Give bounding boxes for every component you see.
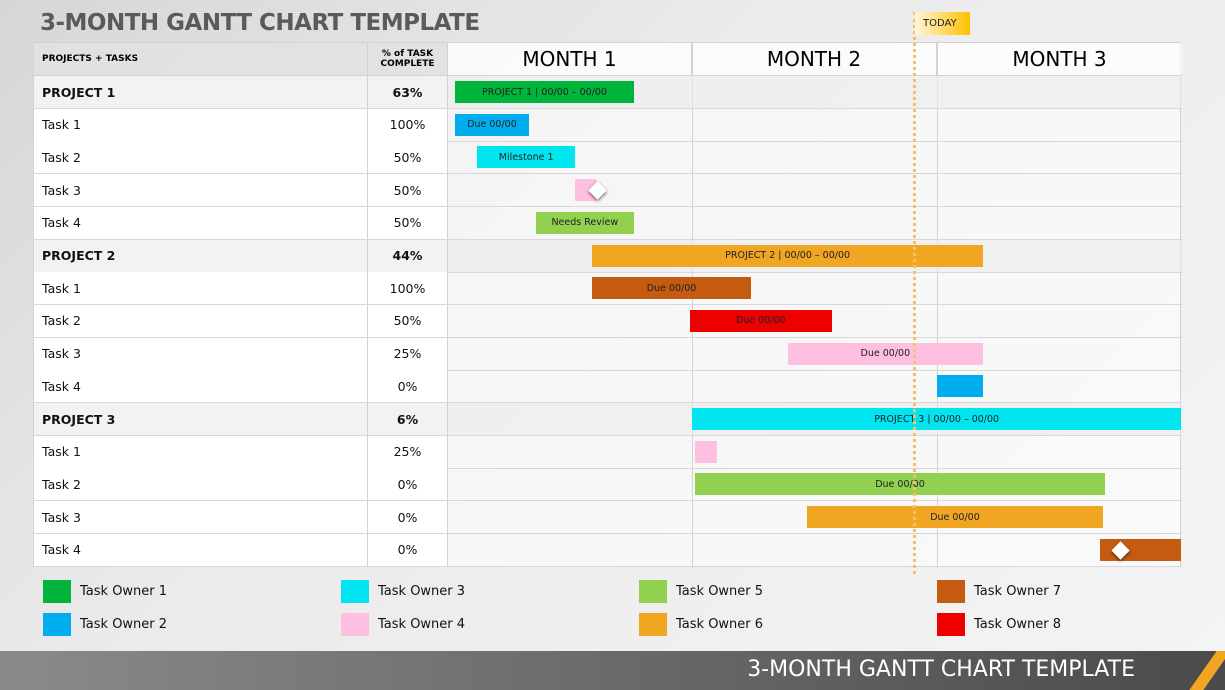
- project-bar[interactable]: PROJECT 1 | 00/00 – 00/00: [455, 81, 634, 103]
- legend-swatch: [341, 580, 369, 603]
- legend-item: Task Owner 2: [43, 613, 167, 636]
- task-percent: 100%: [368, 272, 448, 305]
- task-name: PROJECT 3: [34, 403, 368, 435]
- task-name: Task 3: [34, 337, 368, 370]
- task-row: Task 4 0%: [34, 370, 1182, 404]
- month-3-header: MONTH 3: [937, 43, 1182, 76]
- task-row: Task 3 50%: [34, 174, 1182, 208]
- task-bar[interactable]: Due 00/00: [455, 113, 529, 136]
- legend-swatch: [639, 613, 667, 636]
- month-1-header: MONTH 1: [448, 43, 692, 76]
- legend-swatch: [937, 613, 965, 636]
- task-row: Task 3 25%: [34, 337, 1182, 371]
- legend-label: Task Owner 4: [378, 617, 466, 632]
- task-name: Task 3: [34, 501, 368, 534]
- legend-swatch: [43, 580, 71, 603]
- task-name: Task 4: [34, 370, 368, 403]
- task-bar[interactable]: Milestone 1: [477, 146, 576, 169]
- task-percent: 50%: [368, 174, 448, 207]
- task-percent: 44%: [368, 239, 448, 272]
- task-row: Task 4 0%: [34, 533, 1182, 567]
- legend-item: Task Owner 5: [639, 580, 763, 603]
- task-row: Task 2 0%: [34, 468, 1182, 502]
- task-row: Task 2 50%: [34, 141, 1182, 175]
- legend-item: Task Owner 4: [341, 613, 465, 636]
- task-percent: 6%: [368, 403, 448, 435]
- month-divider: [937, 43, 938, 568]
- task-percent: 63%: [368, 76, 448, 108]
- task-row: Task 1 100%: [34, 108, 1182, 142]
- legend-label: Task Owner 5: [676, 584, 764, 599]
- task-bar[interactable]: [936, 375, 984, 398]
- task-percent: 100%: [368, 108, 448, 141]
- task-bar[interactable]: Due 00/00: [694, 473, 1106, 496]
- task-bar[interactable]: [694, 440, 717, 463]
- task-name: Task 4: [34, 206, 368, 239]
- footer-stripe: [1189, 651, 1225, 690]
- page-title: 3-MONTH GANTT CHART TEMPLATE: [40, 10, 480, 36]
- task-row: Task 1 25%: [34, 435, 1182, 469]
- task-name: Task 1: [34, 435, 368, 468]
- task-row: Task 4 50%: [34, 206, 1182, 240]
- legend-item: Task Owner 7: [937, 580, 1061, 603]
- task-percent: 0%: [368, 533, 448, 566]
- legend-label: Task Owner 6: [676, 617, 764, 632]
- legend-item: Task Owner 8: [937, 613, 1061, 636]
- legend-label: Task Owner 7: [974, 584, 1062, 599]
- task-row: Task 2 50%: [34, 304, 1182, 338]
- task-percent: 50%: [368, 304, 448, 337]
- month-2-header: MONTH 2: [692, 43, 937, 76]
- task-bar[interactable]: [575, 179, 598, 202]
- task-name: Task 1: [34, 272, 368, 305]
- task-percent: 50%: [368, 141, 448, 174]
- month-divider: [692, 43, 693, 568]
- legend-item: Task Owner 3: [341, 580, 465, 603]
- task-percent: 0%: [368, 468, 448, 501]
- task-name: Task 2: [34, 304, 368, 337]
- task-row: Task 1 100%: [34, 272, 1182, 306]
- task-name: Task 1: [34, 108, 368, 141]
- task-name: PROJECT 2: [34, 239, 368, 272]
- task-bar[interactable]: Due 00/00: [807, 506, 1103, 529]
- legend-label: Task Owner 1: [80, 584, 168, 599]
- legend-label: Task Owner 8: [974, 617, 1062, 632]
- task-bar[interactable]: Needs Review: [535, 211, 634, 234]
- footer-title: 3-MONTH GANTT CHART TEMPLATE: [747, 657, 1135, 682]
- today-marker: TODAY: [915, 12, 970, 35]
- task-row: Task 3 0%: [34, 501, 1182, 535]
- legend-label: Task Owner 2: [80, 617, 168, 632]
- legend-swatch: [341, 613, 369, 636]
- legend-item: Task Owner 1: [43, 580, 167, 603]
- task-name: PROJECT 1: [34, 76, 368, 108]
- task-name: Task 2: [34, 141, 368, 174]
- task-percent: 0%: [368, 501, 448, 534]
- task-percent: 25%: [368, 337, 448, 370]
- task-percent: 50%: [368, 206, 448, 239]
- footer-bar: 3-MONTH GANTT CHART TEMPLATE: [0, 651, 1225, 690]
- gantt-table: PROJECTS + TASKS % of TASK COMPLETE MONT…: [33, 42, 1182, 568]
- task-percent: 0%: [368, 370, 448, 403]
- task-bar[interactable]: Due 00/00: [689, 309, 832, 332]
- task-name: Task 3: [34, 174, 368, 207]
- legend-swatch: [937, 580, 965, 603]
- today-line: [913, 12, 916, 574]
- pct-column-header: % of TASK COMPLETE: [368, 43, 448, 76]
- project-bar[interactable]: PROJECT 2 | 00/00 – 00/00: [592, 244, 984, 267]
- legend-swatch: [43, 613, 71, 636]
- legend-swatch: [639, 580, 667, 603]
- task-bar[interactable]: Due 00/00: [787, 342, 984, 365]
- task-name: Task 2: [34, 468, 368, 501]
- task-percent: 25%: [368, 435, 448, 468]
- task-name: Task 4: [34, 533, 368, 566]
- tasks-column-header: PROJECTS + TASKS: [34, 43, 368, 76]
- project-bar[interactable]: PROJECT 3 | 00/00 – 00/00: [692, 408, 1181, 430]
- legend-item: Task Owner 6: [639, 613, 763, 636]
- task-bar[interactable]: Due 00/00: [592, 277, 751, 300]
- legend-label: Task Owner 3: [378, 584, 466, 599]
